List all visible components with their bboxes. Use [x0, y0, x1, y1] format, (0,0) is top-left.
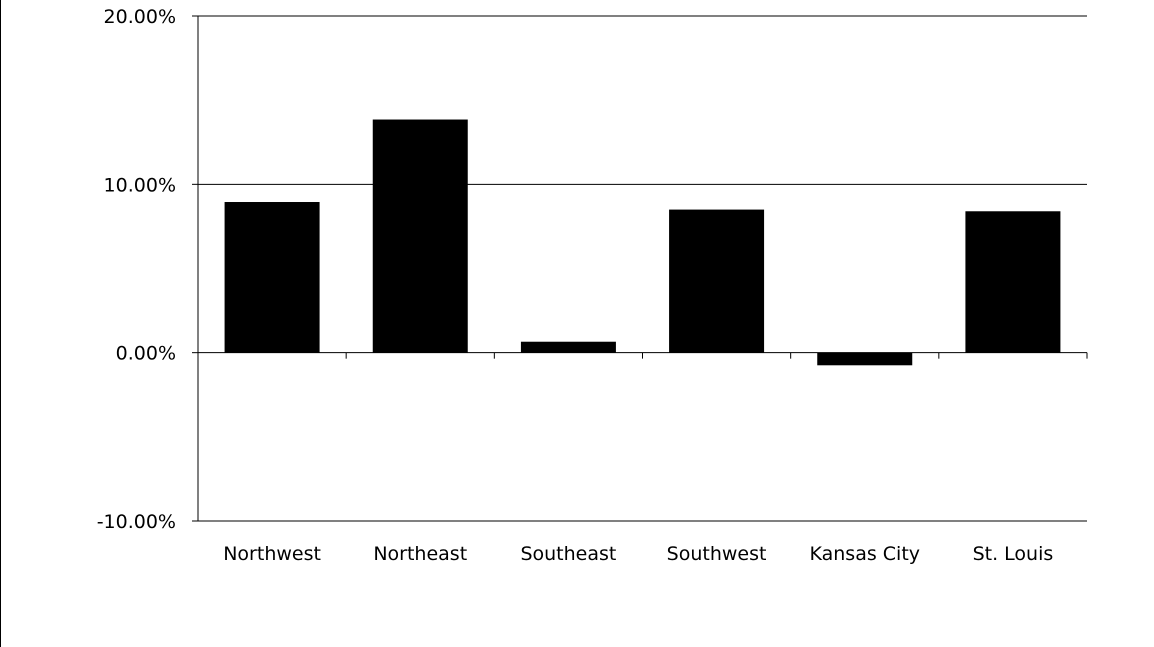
y-tick-label: 0.00% [116, 343, 176, 365]
bar [669, 209, 765, 353]
x-tick-labels: Northwest Northeast Southeast Southwest Kans… [223, 543, 1053, 565]
x-tick-label: St. Louis [973, 543, 1054, 565]
y-tick-label: 10.00% [104, 174, 176, 196]
bars [224, 119, 1061, 366]
x-tick-label: Northwest [223, 543, 321, 565]
axes [192, 15, 1088, 522]
x-tick-label: Northeast [373, 543, 467, 565]
x-tick-label: Kansas City [809, 543, 920, 565]
gridlines [198, 15, 1087, 522]
bar [224, 202, 320, 353]
bar [817, 352, 913, 366]
bar [520, 341, 616, 353]
y-tick-labels: -10.00% 0.00% 10.00% 20.00% [97, 6, 176, 533]
bar [372, 119, 468, 353]
y-tick-label: 20.00% [104, 6, 176, 28]
x-tick-label: Southeast [520, 543, 616, 565]
x-tick-label: Southwest [667, 543, 767, 565]
bar [965, 211, 1061, 353]
y-tick-label: -10.00% [97, 511, 176, 533]
